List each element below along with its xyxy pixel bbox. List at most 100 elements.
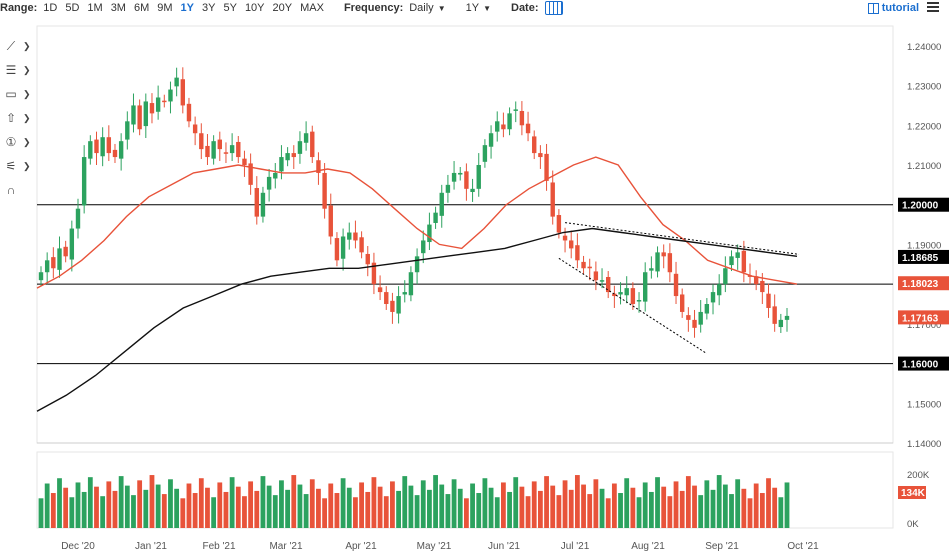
candle — [316, 160, 321, 173]
range-3y-button[interactable]: 3Y — [202, 2, 216, 14]
calendar-icon[interactable] — [544, 1, 563, 15]
chevron-right-icon: ❯ — [23, 160, 31, 171]
menu-icon[interactable] — [927, 2, 939, 12]
volume-bar — [254, 490, 260, 528]
candle — [334, 238, 340, 261]
candle — [525, 123, 531, 134]
candle — [575, 245, 580, 261]
range-20y-button[interactable]: 20Y — [272, 2, 293, 14]
volume-bar — [377, 486, 383, 528]
candle — [624, 288, 629, 296]
candle — [303, 133, 309, 143]
date-label: Date: — [511, 2, 539, 14]
volume-bar — [87, 477, 93, 528]
range-1y-button[interactable]: 1Y — [180, 2, 194, 14]
volume-bar — [729, 494, 734, 528]
candle — [248, 163, 253, 185]
volume-bar — [346, 487, 352, 528]
range-1m-button[interactable]: 1M — [87, 2, 103, 14]
volume-bar — [198, 478, 204, 528]
candle — [38, 272, 44, 281]
range-10y-button[interactable]: 10Y — [244, 2, 265, 14]
candle — [199, 133, 204, 150]
volume-bar — [556, 495, 562, 528]
x-tick-label: Oct '21 — [787, 541, 819, 552]
range-1d-button[interactable]: 1D — [43, 2, 58, 14]
candle — [439, 192, 444, 216]
annotation-tool-button[interactable]: ① ❯ — [0, 130, 36, 154]
candle — [217, 139, 222, 150]
volume-bar — [242, 496, 247, 528]
candle — [642, 272, 648, 302]
volume-bar — [291, 475, 297, 528]
period-select[interactable]: 1Y ▼ — [466, 2, 491, 14]
volume-bar — [390, 481, 395, 528]
fib-tool-button[interactable]: ☰ ❯ — [0, 58, 36, 82]
indicator-tool-button[interactable]: ⚟ ❯ — [0, 154, 36, 178]
volume-bar — [581, 484, 586, 528]
range-9m-button[interactable]: 9M — [157, 2, 173, 14]
volume-bar — [161, 494, 167, 528]
candle — [162, 100, 167, 103]
candle — [236, 141, 241, 158]
x-tick-label: Jun '21 — [488, 541, 520, 552]
range-5y-button[interactable]: 5Y — [223, 2, 237, 14]
candle — [470, 188, 475, 193]
candle — [636, 300, 642, 302]
volume-bar — [704, 480, 710, 528]
volume-bar — [235, 486, 241, 528]
candle — [532, 136, 537, 154]
arrow-tool-button[interactable]: ⇧ ❯ — [0, 106, 36, 130]
candle — [106, 137, 112, 154]
candle — [285, 153, 290, 161]
y-tick-label: 1.19000 — [907, 240, 941, 251]
volume-bar — [328, 483, 334, 528]
candle — [772, 306, 777, 324]
magnet-tool-button[interactable]: ∩ — [0, 178, 36, 202]
volume-bar — [371, 477, 377, 528]
line-tool-button[interactable]: ⟋ ❯ — [0, 34, 36, 58]
candle — [649, 268, 654, 271]
candle — [451, 172, 457, 182]
volume-bar — [482, 478, 488, 528]
volume-bar — [784, 482, 790, 528]
candle — [612, 293, 617, 297]
volume-bar — [334, 493, 340, 528]
volume-bar — [303, 494, 309, 528]
volume-bar — [753, 483, 759, 528]
candle — [692, 319, 697, 328]
volume-bar — [44, 483, 50, 528]
volume-bar — [772, 487, 778, 528]
x-tick-label: May '21 — [417, 541, 452, 552]
fib-tool-icon: ☰ — [5, 63, 17, 77]
candle — [118, 141, 124, 159]
candle — [340, 236, 346, 259]
candle — [753, 276, 759, 285]
plot-area — [36, 25, 894, 444]
price-tag — [898, 356, 949, 371]
candle — [377, 287, 383, 293]
chevron-right-icon: ❯ — [23, 136, 31, 147]
frequency-select[interactable]: Daily ▼ — [409, 2, 445, 14]
y-tick-label: 1.23000 — [907, 82, 941, 93]
trendline-upper — [564, 222, 800, 255]
tutorial-link[interactable]: tutorial — [867, 2, 919, 14]
volume-bar — [722, 484, 728, 528]
candle — [630, 288, 636, 304]
range-3m-button[interactable]: 3M — [110, 2, 126, 14]
volume-bar — [427, 489, 432, 528]
candle — [513, 109, 518, 111]
range-6m-button[interactable]: 6M — [133, 2, 150, 14]
arrow-up-tool-icon: ⇧ — [5, 111, 17, 125]
candle — [273, 172, 278, 179]
range-max-button[interactable]: MAX — [300, 2, 324, 14]
volume-bar — [408, 485, 414, 528]
volume-bar — [562, 480, 568, 528]
volume-bar — [63, 487, 69, 528]
rectangle-tool-button[interactable]: ▭ ❯ — [0, 82, 36, 106]
candle — [51, 257, 56, 269]
candle — [69, 228, 75, 260]
range-5d-button[interactable]: 5D — [65, 2, 80, 14]
candle — [618, 292, 623, 295]
